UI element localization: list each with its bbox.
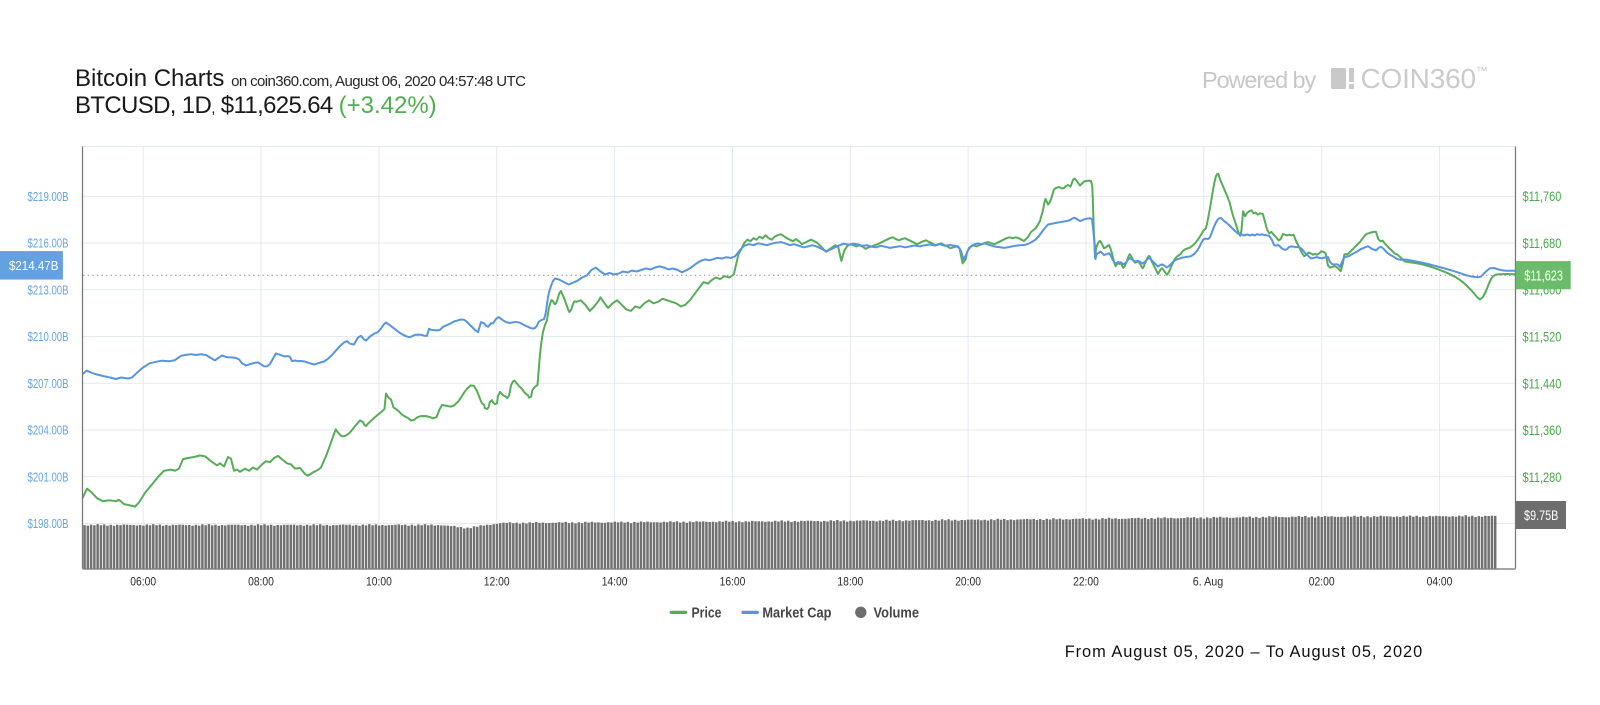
svg-text:$201.00B: $201.00B <box>28 469 69 484</box>
svg-text:Market Cap: Market Cap <box>762 605 831 621</box>
svg-text:$11,760: $11,760 <box>1523 188 1562 204</box>
svg-text:$216.00B: $216.00B <box>28 236 69 251</box>
svg-text:$11,680: $11,680 <box>1523 235 1562 251</box>
svg-text:10:00: 10:00 <box>366 574 392 588</box>
svg-text:From August 05, 2020 – To Augu: From August 05, 2020 – To August 05, 202… <box>1065 643 1424 661</box>
svg-text:22:00: 22:00 <box>1073 574 1099 588</box>
svg-text:$11,280: $11,280 <box>1523 469 1562 485</box>
svg-text:08:00: 08:00 <box>248 574 274 588</box>
svg-text:16:00: 16:00 <box>720 574 746 588</box>
svg-text:Volume: Volume <box>874 605 920 621</box>
svg-text:06:00: 06:00 <box>130 574 156 588</box>
svg-text:Price: Price <box>692 605 722 621</box>
svg-text:04:00: 04:00 <box>1427 574 1453 588</box>
svg-text:6. Aug: 6. Aug <box>1193 574 1224 588</box>
svg-text:02:00: 02:00 <box>1309 574 1335 588</box>
svg-text:14:00: 14:00 <box>602 574 628 588</box>
svg-text:$214.47B: $214.47B <box>9 259 59 273</box>
svg-text:18:00: 18:00 <box>837 574 863 588</box>
svg-text:$11,360: $11,360 <box>1523 422 1562 438</box>
svg-text:$204.00B: $204.00B <box>28 423 69 438</box>
svg-text:$207.00B: $207.00B <box>28 376 69 391</box>
svg-text:$198.00B: $198.00B <box>28 516 69 531</box>
svg-text:$213.00B: $213.00B <box>28 282 69 297</box>
svg-text:12:00: 12:00 <box>484 574 510 588</box>
svg-text:$210.00B: $210.00B <box>28 329 69 344</box>
svg-text:$11,623: $11,623 <box>1524 268 1563 284</box>
svg-text:$11,440: $11,440 <box>1523 375 1562 391</box>
svg-text:$11,520: $11,520 <box>1523 329 1562 345</box>
svg-text:20:00: 20:00 <box>955 574 981 588</box>
svg-text:$9.75B: $9.75B <box>1524 508 1558 524</box>
svg-text:$219.00B: $219.00B <box>28 189 69 204</box>
